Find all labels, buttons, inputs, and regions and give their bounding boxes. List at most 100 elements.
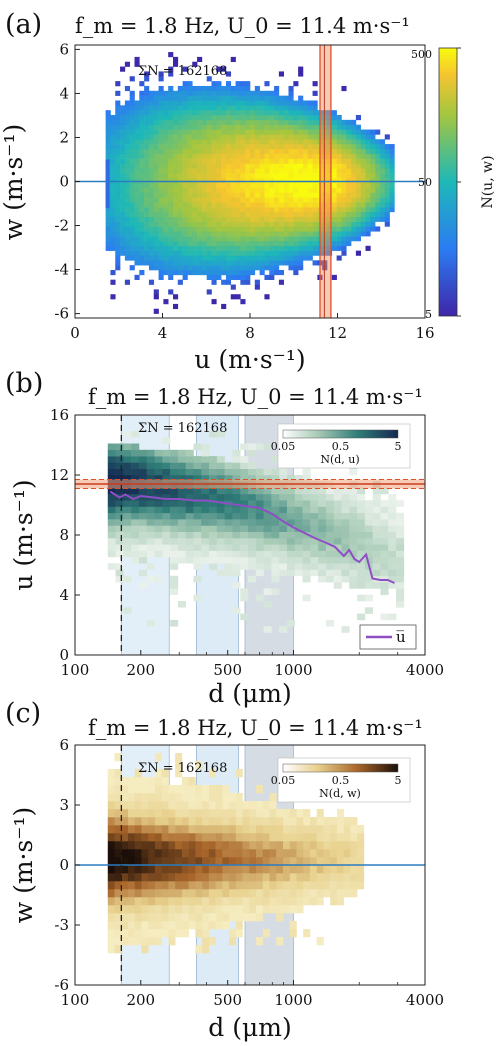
heatmap-cell	[173, 192, 179, 198]
heatmap-cell	[312, 207, 318, 213]
heatmap-cell	[148, 158, 155, 164]
heatmap-cell	[206, 173, 212, 179]
heatmap-cell	[370, 221, 376, 227]
heatmap-cell	[215, 897, 223, 906]
heatmap-cell	[312, 221, 318, 227]
heatmap-cell	[201, 265, 207, 271]
heatmap-cell	[360, 202, 366, 208]
heatmap-cell	[201, 115, 207, 121]
heatmap-cell	[242, 833, 250, 842]
heatmap-cell	[201, 240, 207, 247]
heatmap-cell	[115, 226, 121, 232]
heatmap-cell	[197, 226, 203, 232]
heatmap-cell	[250, 265, 256, 271]
heatmap-cell	[302, 493, 311, 501]
heatmap-cell	[264, 119, 270, 125]
heatmap-cell	[121, 873, 129, 882]
heatmap-cell	[182, 236, 188, 242]
heatmap-cell	[242, 881, 250, 890]
heatmap-cell	[182, 168, 188, 174]
heatmap-cell	[208, 817, 216, 826]
heatmap-cell	[309, 841, 317, 850]
heatmap-cell	[310, 569, 319, 577]
heatmap-cell	[216, 192, 222, 198]
heatmap-cell	[288, 168, 294, 174]
heatmap-cell	[216, 519, 225, 526]
heatmap-cell	[181, 921, 189, 930]
heatmap-cell	[346, 197, 352, 203]
heatmap-cell	[115, 236, 121, 242]
heatmap-cell	[263, 443, 272, 451]
heatmap-cell	[173, 202, 179, 208]
heatmap-cell	[264, 148, 270, 155]
heatmap-cell	[278, 202, 284, 208]
heatmap-cell	[232, 456, 241, 463]
heatmap-cell	[221, 119, 227, 125]
heatmap-cell	[336, 857, 344, 866]
panel-b-ylabel: u (m·s⁻¹)	[9, 479, 38, 590]
heatmap-cell	[254, 134, 260, 140]
heatmap-cell	[293, 187, 299, 193]
heatmap-cell	[288, 177, 294, 184]
heatmap-cell	[309, 849, 317, 858]
heatmap-cell	[141, 913, 149, 922]
heatmap-cell	[263, 588, 272, 595]
heatmap-cell	[298, 197, 304, 203]
heatmap-cell	[224, 525, 233, 532]
heatmap-cell	[148, 825, 156, 834]
heatmap-cell	[225, 226, 232, 232]
heatmap-cell	[163, 211, 169, 218]
heatmap-cell	[123, 550, 132, 558]
heatmap-cell	[168, 929, 176, 938]
heatmap-cell	[107, 512, 116, 520]
heatmap-cell	[289, 817, 297, 826]
heatmap-cell	[139, 211, 145, 218]
heatmap-cell	[138, 475, 148, 482]
heatmap-cell	[293, 260, 299, 266]
heatmap-cell	[153, 211, 159, 218]
heatmap-cell	[250, 202, 256, 208]
heatmap-cell	[224, 493, 233, 501]
heatmap-cell	[230, 260, 236, 266]
heatmap-cell	[276, 881, 284, 890]
heatmap-cell	[264, 90, 270, 96]
heatmap-cell	[256, 801, 264, 810]
heatmap-cell	[259, 202, 265, 208]
heatmap-cell	[327, 115, 333, 121]
heatmap-cell	[105, 115, 111, 121]
heatmap-cell	[148, 265, 155, 271]
heatmap-cell	[331, 197, 337, 203]
heatmap-cell	[211, 231, 217, 237]
heatmap-cell	[229, 841, 237, 850]
heatmap-cell	[288, 144, 294, 150]
heatmap-cell	[350, 825, 358, 834]
heatmap-cell	[262, 833, 270, 842]
heatmap-cell	[139, 173, 145, 179]
heatmap-cell	[274, 260, 280, 266]
heatmap-cell	[360, 129, 366, 135]
heatmap-cell	[148, 260, 155, 266]
heatmap-cell	[121, 897, 129, 906]
heatmap-cell	[279, 569, 288, 577]
heatmap-cell	[346, 119, 352, 125]
heatmap-cell	[357, 569, 366, 577]
heatmap-cell	[264, 124, 270, 130]
heatmap-cell	[274, 255, 280, 261]
panel-c-reference-lines	[75, 745, 425, 985]
heatmap-cell	[138, 544, 148, 551]
heatmap-cell	[129, 95, 135, 101]
heatmap-cell	[225, 221, 232, 227]
heatmap-cell	[396, 563, 405, 570]
heatmap-cell	[370, 226, 376, 232]
heatmap-cell	[389, 192, 395, 198]
heatmap-cell	[333, 493, 342, 501]
heatmap-cell	[312, 250, 318, 256]
heatmap-cell	[250, 250, 256, 256]
heatmap-cell	[221, 153, 227, 159]
heatmap-cell	[206, 134, 212, 140]
heatmap-cell	[216, 500, 225, 507]
heatmap-cell	[107, 493, 116, 501]
heatmap-cell	[278, 240, 284, 247]
heatmap-cell	[256, 809, 264, 818]
heatmap-cell	[293, 81, 299, 87]
